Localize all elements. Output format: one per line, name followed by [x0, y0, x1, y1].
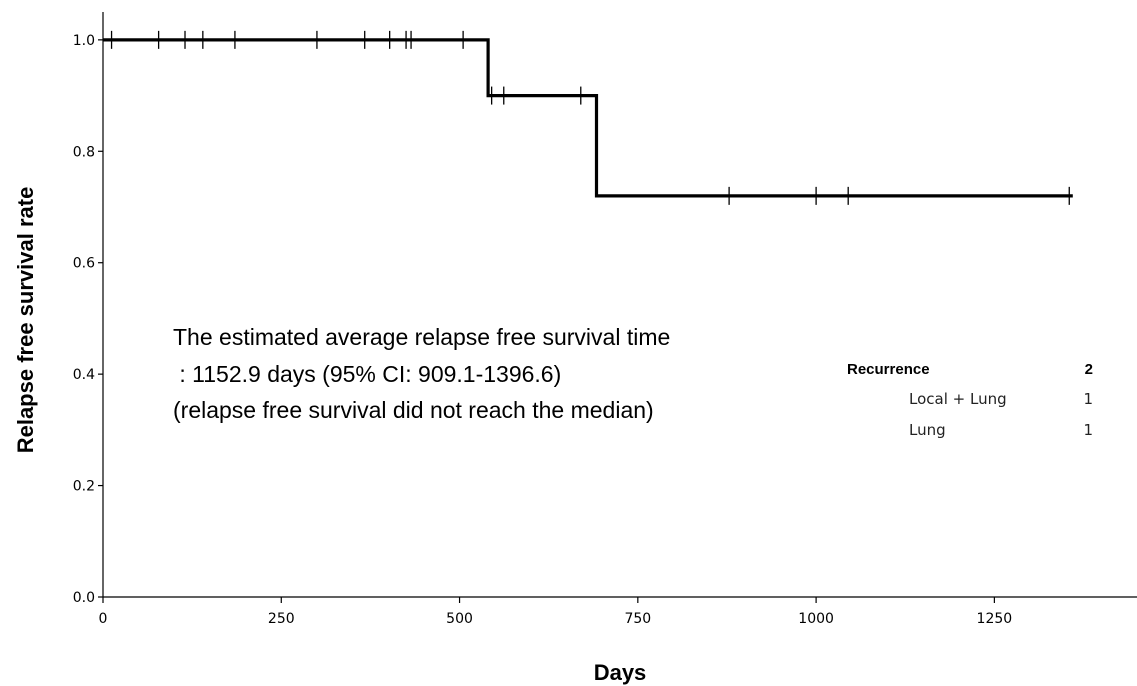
y-tick-label: 1.0	[73, 33, 95, 49]
recurrence-row-count-2: 1	[1083, 421, 1093, 439]
y-tick-label: 0.0	[73, 590, 95, 606]
x-axis-title: Days	[594, 660, 647, 685]
censor-marks	[110, 30, 1070, 205]
annotation-line-2: : 1152.9 days (95% CI: 909.1-1396.6)	[173, 361, 561, 387]
recurrence-header-count: 2	[1085, 361, 1093, 378]
y-tick-label: 0.8	[73, 144, 95, 160]
recurrence-row-label-2: Lung	[909, 421, 946, 439]
y-axis-title: Relapse free survival rate	[13, 187, 38, 454]
x-tick-label: 1250	[977, 611, 1013, 627]
x-axis-ticks: 0 250 500 750 1000 1250	[99, 597, 1013, 627]
x-tick-label: 1000	[798, 611, 834, 627]
recurrence-table: Recurrence 2 Local + Lung 1 Lung 1	[847, 361, 1093, 439]
x-tick-label: 250	[268, 611, 295, 627]
recurrence-row-label-1: Local + Lung	[909, 390, 1007, 408]
y-tick-label: 0.6	[73, 256, 95, 272]
annotation-line-1: The estimated average relapse free survi…	[173, 324, 670, 350]
x-tick-label: 750	[624, 611, 651, 627]
y-axis-ticks: 0.0 0.2 0.4 0.6 0.8 1.0	[73, 33, 103, 606]
x-tick-label: 500	[446, 611, 473, 627]
recurrence-header-label: Recurrence	[847, 361, 930, 378]
x-tick-label: 0	[99, 611, 108, 627]
survival-step-line	[103, 38, 1073, 198]
annotation-line-3: (relapse free survival did not reach the…	[173, 397, 654, 423]
y-tick-label: 0.4	[73, 367, 95, 383]
y-tick-label: 0.2	[73, 479, 95, 495]
recurrence-row-count-1: 1	[1083, 390, 1093, 408]
